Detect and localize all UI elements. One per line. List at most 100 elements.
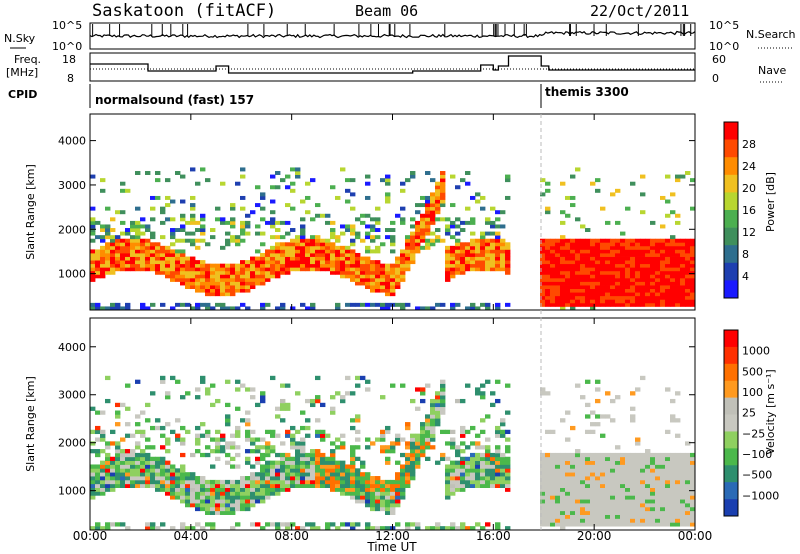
heatmap-cell [390,249,396,254]
heatmap-cell [210,306,216,311]
heatmap-cell [210,506,216,512]
colorbar-swatch [724,174,738,193]
heatmap-cell [205,433,211,438]
heatmap-cell [265,274,271,279]
heatmap-cell [185,260,191,265]
heatmap-cell [105,306,111,311]
heatmap-cell [370,526,376,531]
heatmap-cell [105,228,111,232]
heatmap-cell [590,299,596,304]
heatmap-cell [680,518,686,523]
heatmap-cell [105,441,111,446]
heatmap-cell [495,249,501,254]
heatmap-cell [605,491,611,496]
heatmap-cell [160,270,166,275]
heatmap-cell [330,479,336,485]
heatmap-cell [245,213,251,218]
heatmap-cell [455,256,461,261]
heatmap-cell [305,483,311,488]
heatmap-cell [100,263,106,268]
heatmap-cell [380,506,386,512]
heatmap-cell [420,391,426,396]
heatmap-cell [120,306,126,311]
heatmap-cell [195,503,201,508]
heatmap-cell [100,526,106,531]
heatmap-cell [270,260,276,265]
heatmap-cell [350,224,356,229]
heatmap-cell [130,468,136,473]
heatmap-cell [680,281,686,286]
heatmap-cell [425,437,431,442]
heatmap-cell [575,510,581,515]
heatmap-cell [135,242,141,247]
heatmap-cell [365,499,371,504]
heatmap-cell [255,231,261,236]
heatmap-cell [385,267,391,272]
heatmap-cell [685,483,691,488]
heatmap-cell [350,472,356,477]
heatmap-cell [455,449,461,454]
heatmap-cell [295,452,301,458]
heatmap-cell [455,267,461,272]
heatmap-cell [540,387,546,392]
heatmap-cell [440,188,446,193]
heatmap-cell [395,270,401,275]
heatmap-cell [620,302,626,307]
heatmap-cell [545,518,551,523]
heatmap-cell [170,231,176,236]
heatmap-cell [140,302,146,307]
heatmap-cell [645,277,651,282]
heatmap-cell [475,252,481,257]
heatmap-cell [610,260,616,265]
heatmap-cell [300,479,306,485]
heatmap-cell [355,375,361,381]
heatmap-cell [455,526,461,531]
heatmap-cell [170,429,176,435]
heatmap-cell [610,288,616,293]
heatmap-cell [410,433,416,438]
heatmap-cell [500,472,506,477]
heatmap-cell [685,249,691,254]
heatmap-cell [180,464,186,469]
heatmap-cell [450,245,456,250]
heatmap-cell [665,522,671,527]
heatmap-cell [640,491,646,496]
heatmap-cell [235,288,241,293]
heatmap-cell [655,503,661,508]
heatmap-cell [260,472,266,477]
heatmap-cell [570,277,576,282]
heatmap-cell [390,479,396,485]
heatmap-cell [585,285,591,290]
heatmap-cell [330,487,336,492]
heatmap-cell [640,285,646,290]
heatmap-cell [365,487,371,492]
heatmap-cell [165,274,171,279]
heatmap-cell [470,231,476,236]
heatmap-cell [595,487,601,492]
heatmap-cell [195,425,201,431]
heatmap-cell [585,260,591,265]
heatmap-cell [275,249,281,254]
heatmap-cell [580,487,586,492]
heatmap-cell [450,224,456,229]
heatmap-cell [180,270,186,275]
heatmap-cell [160,433,166,438]
heatmap-cell [315,235,321,240]
heatmap-cell [270,472,276,477]
heatmap-cell [155,476,161,481]
heatmap-cell [320,245,326,250]
heatmap-cell [315,456,321,462]
heatmap-cell [595,281,601,286]
heatmap-cell [480,249,486,254]
heatmap-cell [270,483,276,488]
heatmap-cell [565,260,571,265]
heatmap-cell [105,476,111,481]
heatmap-cell [380,449,386,454]
heatmap-cell [285,383,291,388]
heatmap-cell [585,460,591,465]
heatmap-cell [380,479,386,485]
heatmap-cell [560,249,566,254]
heatmap-cell [290,468,296,473]
heatmap-cell [500,263,506,268]
heatmap-cell [395,433,401,438]
